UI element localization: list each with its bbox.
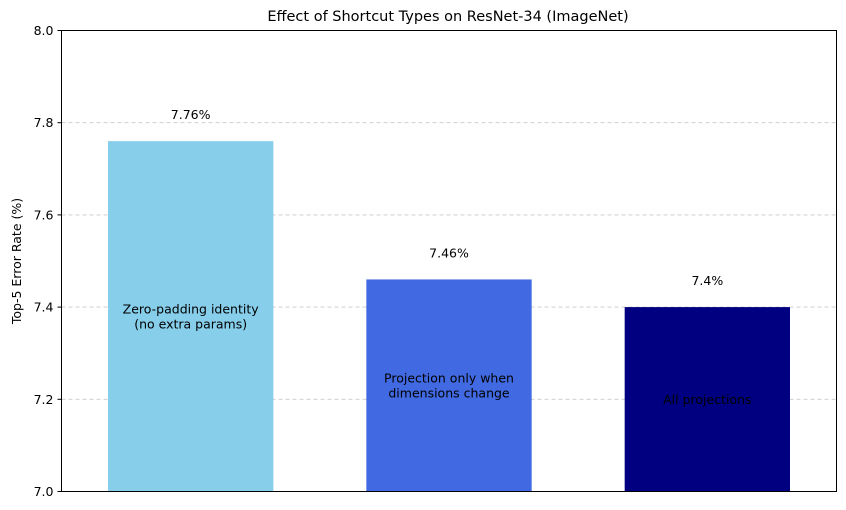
bar (108, 141, 274, 492)
bar-labels: 7.76% Zero-padding identity (no extra para… (123, 107, 752, 407)
bar-value-label: 7.46% (429, 245, 469, 260)
bar-category-label: All projections (663, 392, 751, 407)
y-tick-label: 8.0 (34, 23, 54, 38)
bar-value-label: 7.76% (171, 107, 211, 122)
plot-frame (61, 30, 837, 492)
bar-value-label: 7.4% (691, 273, 723, 288)
y-tick-label: 7.8 (34, 115, 54, 130)
bar (624, 307, 790, 492)
chart-title: Effect of Shortcut Types on ResNet-34 (I… (267, 9, 628, 25)
y-axis-ticks: 7.0 7.2 7.4 7.6 7.8 8.0 (34, 23, 62, 499)
y-axis-label: Top-5 Error Rate (%) (9, 198, 24, 325)
y-tick-label: 7.0 (34, 484, 54, 499)
bar-category-label: Projection only when dimensions change (384, 370, 514, 400)
y-tick-label: 7.2 (34, 392, 54, 407)
bar-category-label: Zero-padding identity (no extra params) (123, 301, 260, 331)
y-tick-label: 7.4 (34, 300, 54, 315)
bar (366, 279, 532, 492)
bars (108, 141, 790, 492)
y-tick-label: 7.6 (34, 207, 54, 222)
